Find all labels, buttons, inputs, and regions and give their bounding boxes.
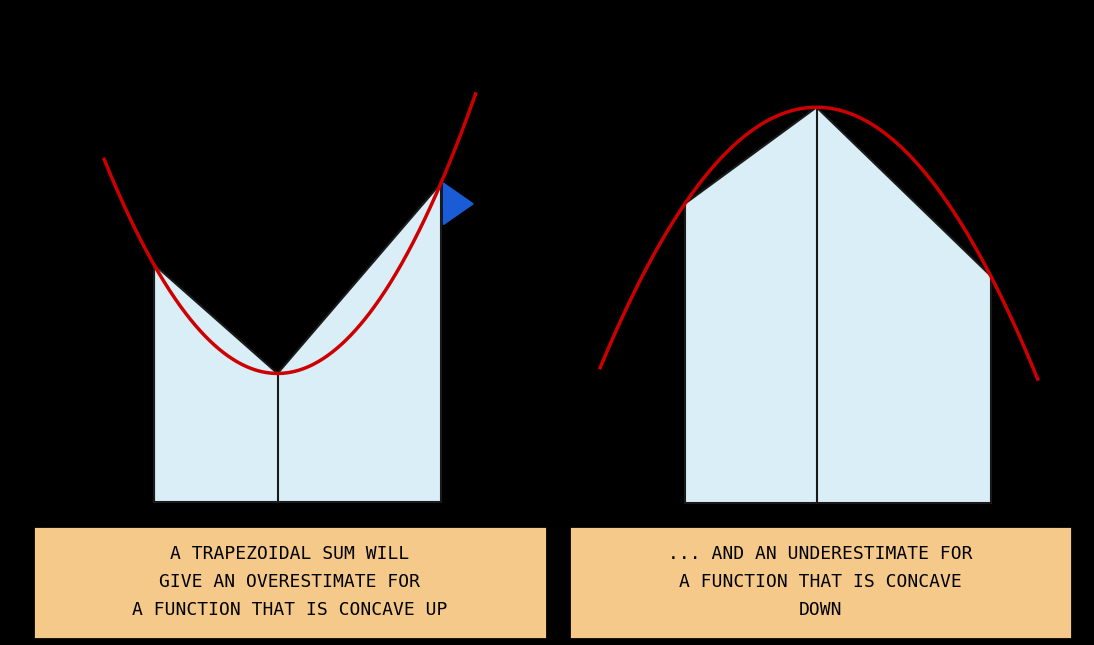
Polygon shape — [154, 264, 278, 502]
Polygon shape — [685, 107, 816, 503]
Polygon shape — [816, 107, 991, 503]
Text: A TRAPEZOIDAL SUM WILL
GIVE AN OVERESTIMATE FOR
A FUNCTION THAT IS CONCAVE UP: A TRAPEZOIDAL SUM WILL GIVE AN OVERESTIM… — [132, 545, 447, 619]
Text: y: y — [713, 338, 743, 389]
Polygon shape — [443, 183, 473, 224]
Text: ... AND AN UNDERESTIMATE FOR
A FUNCTION THAT IS CONCAVE
DOWN: ... AND AN UNDERESTIMATE FOR A FUNCTION … — [668, 545, 973, 619]
Polygon shape — [278, 183, 441, 502]
